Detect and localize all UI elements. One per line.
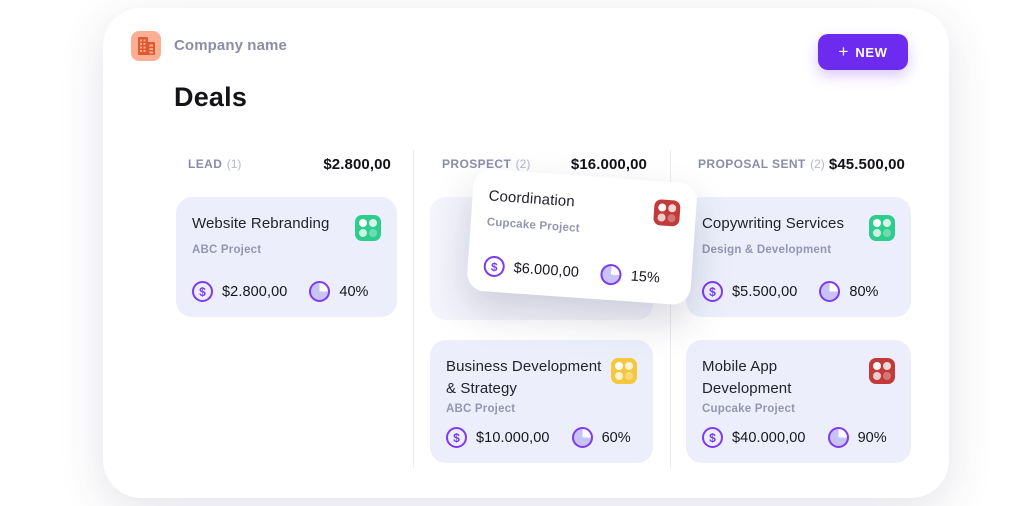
- column-header-proposal-sent: PROPOSAL SENT (2) $45.500,00: [698, 155, 905, 173]
- plus-icon: +: [838, 42, 849, 61]
- deal-title: Coordination: [488, 187, 576, 211]
- column-header-prospect: PROSPECT (2) $16.000,00: [442, 155, 647, 173]
- deal-percent: 80%: [849, 283, 879, 300]
- deal-amount: $6.000,00: [513, 259, 580, 281]
- company-name: Company name: [174, 37, 287, 54]
- deal-amount: $2.800,00: [222, 283, 288, 300]
- column-total: $45.500,00: [828, 155, 905, 173]
- pie-chart-icon: [600, 263, 623, 286]
- dollar-icon: $: [483, 255, 506, 278]
- deal-card-mobile-app-development[interactable]: Mobile App Development Cupcake Project $…: [686, 340, 911, 463]
- pie-chart-icon: [819, 281, 841, 302]
- deal-percent: 90%: [857, 429, 887, 446]
- deal-card-copywriting-services[interactable]: Copywriting Services Design & Developmen…: [686, 197, 911, 317]
- company-logo-icon: [131, 31, 161, 61]
- team-dots-icon: [869, 358, 895, 384]
- column-total: $2.800,00: [323, 155, 391, 173]
- deal-title: Mobile App Development: [702, 358, 792, 397]
- team-dots-icon: [869, 215, 895, 241]
- team-dots-icon: [611, 358, 637, 384]
- deal-percent: 15%: [630, 268, 661, 287]
- pie-chart-icon: [571, 427, 593, 448]
- new-deal-button[interactable]: + NEW: [818, 34, 908, 70]
- deal-title: Website Rebranding: [192, 215, 330, 232]
- column-count: (2): [515, 157, 531, 171]
- deal-percent: 40%: [339, 283, 369, 300]
- deals-app-panel: Company name + NEW Deals LEAD (1) $2.800…: [103, 8, 949, 498]
- deal-project: ABC Project: [192, 244, 262, 256]
- deal-percent: 60%: [601, 429, 631, 446]
- team-dots-icon: [355, 215, 381, 241]
- deal-title: Copywriting Services: [702, 215, 845, 232]
- team-dots-icon: [653, 198, 681, 227]
- dollar-icon: $: [702, 281, 723, 302]
- dollar-icon: $: [192, 281, 213, 302]
- column-header-lead: LEAD (1) $2.800,00: [188, 155, 391, 173]
- column-divider: [670, 150, 671, 468]
- pie-chart-icon: [827, 427, 849, 448]
- deal-amount: $10.000,00: [476, 429, 550, 446]
- deal-project: ABC Project: [446, 403, 516, 415]
- deal-title: Business Development & Strategy: [446, 358, 602, 397]
- column-divider: [413, 150, 414, 468]
- dollar-icon: $: [446, 427, 467, 448]
- column-count: (1): [226, 157, 242, 171]
- dragging-deal-card-coordination[interactable]: Coordination Cupcake Project $ $6.000,00…: [466, 168, 698, 306]
- page-title: Deals: [174, 82, 248, 112]
- deal-card-business-development[interactable]: Business Development & Strategy ABC Proj…: [430, 340, 653, 463]
- dollar-icon: $: [702, 427, 723, 448]
- deal-project: Cupcake Project: [702, 403, 796, 415]
- deal-amount: $5.500,00: [732, 283, 798, 300]
- pie-chart-icon: [309, 281, 331, 302]
- deal-amount: $40.000,00: [732, 429, 806, 446]
- column-total: $16.000,00: [570, 155, 647, 173]
- deal-project: Design & Development: [702, 244, 832, 256]
- column-count: (2): [810, 157, 825, 171]
- deal-card-website-rebranding[interactable]: Website Rebranding ABC Project $ $2.800,…: [176, 197, 397, 317]
